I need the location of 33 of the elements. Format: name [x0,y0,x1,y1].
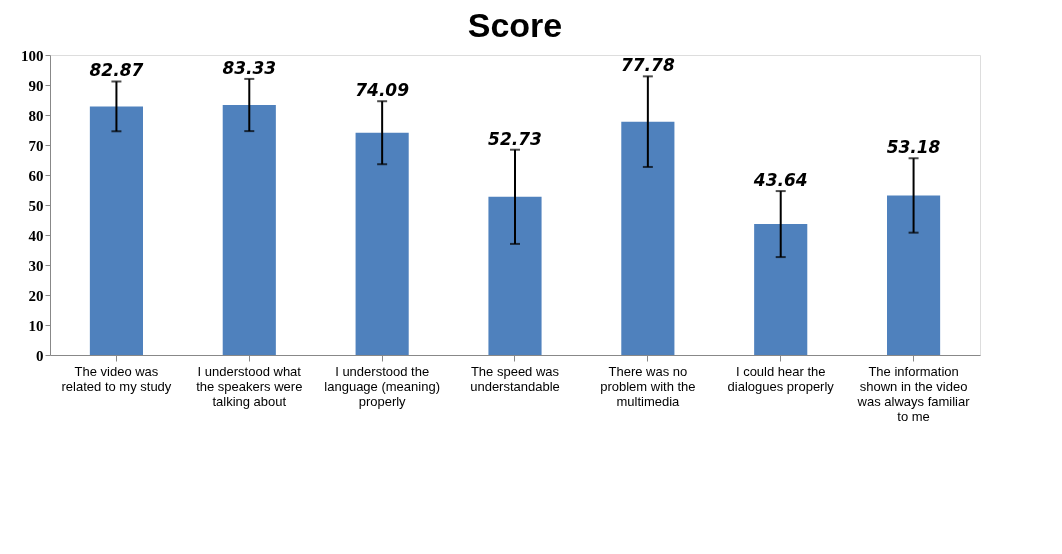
x-tick-label: I could hear the dialogues properly [727,363,835,394]
y-tick-label: 70 [28,137,44,154]
x-tick-label: I understood the language (meaning) properly [324,363,440,409]
bar [754,224,808,355]
x-tick-label: The information shown in the video was always familiar to me [856,363,971,424]
bar [488,196,542,355]
y-tick-label: 50 [28,197,44,214]
y-tick-label: 60 [28,167,44,184]
y-tick-label: 100 [21,47,44,64]
y-tick-label: 10 [28,317,44,334]
data-label: 43.64 [752,170,808,191]
y-tick-label: 30 [28,257,44,274]
y-tick-label: 0 [36,347,44,364]
x-tick-label: The video was related to my study [61,363,172,394]
data-label: 52.73 [488,128,542,149]
data-label: 53.18 [886,137,941,158]
chart-title: Score [467,6,563,44]
bar [355,132,409,355]
bar [89,106,143,355]
data-label: 77.78 [620,55,675,76]
data-label: 74.09 [355,80,410,101]
data-label: 83.33 [222,57,277,78]
y-tick-label: 40 [28,227,44,244]
y-tick-label: 20 [28,287,44,304]
x-tick-label: There was no problem with the multimedia [600,363,696,409]
bar [887,195,941,355]
bar [621,121,675,355]
data-label: 82.87 [89,60,144,81]
bar [222,105,276,355]
x-tick-label: The speed was understandable [470,363,560,394]
y-tick-label: 80 [28,107,44,124]
y-tick-label: 90 [28,77,44,94]
x-tick-label: I understood what the speakers were talking about [196,363,303,409]
